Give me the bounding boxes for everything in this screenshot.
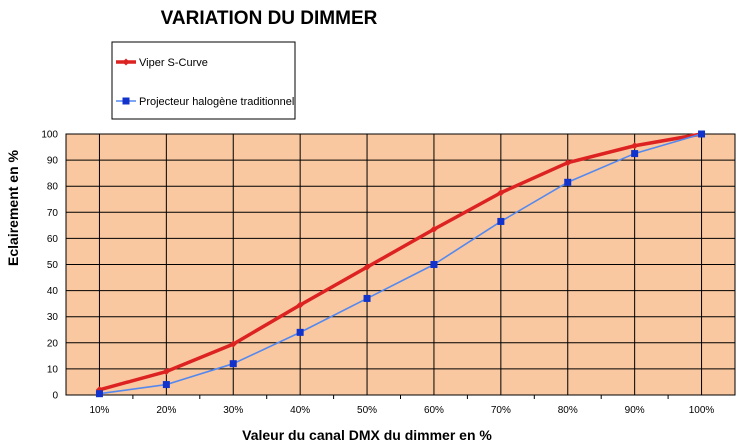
y-tick-label: 90 (47, 156, 59, 167)
data-point (296, 328, 304, 336)
legend-box (111, 41, 296, 120)
y-tick-label: 30 (47, 312, 59, 323)
x-tick-label: 100% (689, 405, 715, 416)
y-tick-label: 60 (47, 234, 59, 245)
legend-label: Viper S-Curve (139, 57, 208, 69)
data-point (564, 159, 572, 167)
data-point (363, 263, 371, 271)
y-axis-ticks: 0 10 20 30 40 50 60 70 80 90 100 (41, 130, 58, 402)
x-tick-label: 90% (625, 405, 645, 416)
y-tick-label: 20 (47, 338, 59, 349)
data-point (430, 225, 438, 233)
x-tick-label: 70% (491, 405, 511, 416)
data-point (229, 340, 237, 348)
series-layer (95, 130, 706, 398)
gridlines (66, 133, 735, 399)
data-point (698, 130, 706, 138)
x-tick-label: 30% (223, 405, 243, 416)
data-point (162, 381, 170, 389)
y-tick-label: 80 (47, 182, 59, 193)
x-tick-label: 20% (156, 405, 176, 416)
y-tick-label: 10 (47, 364, 59, 375)
legend-marker (122, 97, 130, 105)
y-tick-label: 50 (47, 260, 59, 271)
series-line (98, 132, 702, 392)
x-axis-title: Valeur du canal DMX du dimmer en % (242, 427, 492, 443)
x-axis-ticks: 10% 20% 30% 40% 50% 60% 70% 80% 90% 100% (89, 405, 714, 416)
series-2 (95, 130, 706, 398)
data-point (497, 189, 505, 197)
legend: Viper S-Curve Projecteur halogène traditi… (111, 41, 296, 120)
data-point (564, 178, 572, 186)
x-tick-label: 60% (424, 405, 444, 416)
y-tick-label: 100 (41, 130, 58, 141)
data-point (497, 217, 505, 225)
data-point (363, 294, 371, 302)
x-tick-label: 40% (290, 405, 310, 416)
x-tick-label: 10% (89, 405, 109, 416)
x-tick-label: 50% (357, 405, 377, 416)
chart-title: VARIATION DU DIMMER (161, 8, 378, 29)
series-line (99, 133, 702, 395)
y-tick-label: 70 (47, 208, 59, 219)
legend-label: Projecteur halogène traditionnel (139, 96, 294, 108)
data-point (296, 301, 304, 309)
data-point (162, 368, 170, 376)
y-axis-title: Eclairement en % (5, 149, 21, 265)
data-point (229, 360, 237, 368)
data-point (430, 261, 438, 268)
y-tick-label: 40 (47, 286, 59, 297)
data-point (631, 150, 639, 158)
x-tick-label: 80% (558, 405, 578, 416)
legend-marker (122, 58, 130, 66)
y-tick-label: 0 (52, 391, 58, 402)
data-point (95, 390, 103, 398)
data-point (631, 142, 639, 150)
